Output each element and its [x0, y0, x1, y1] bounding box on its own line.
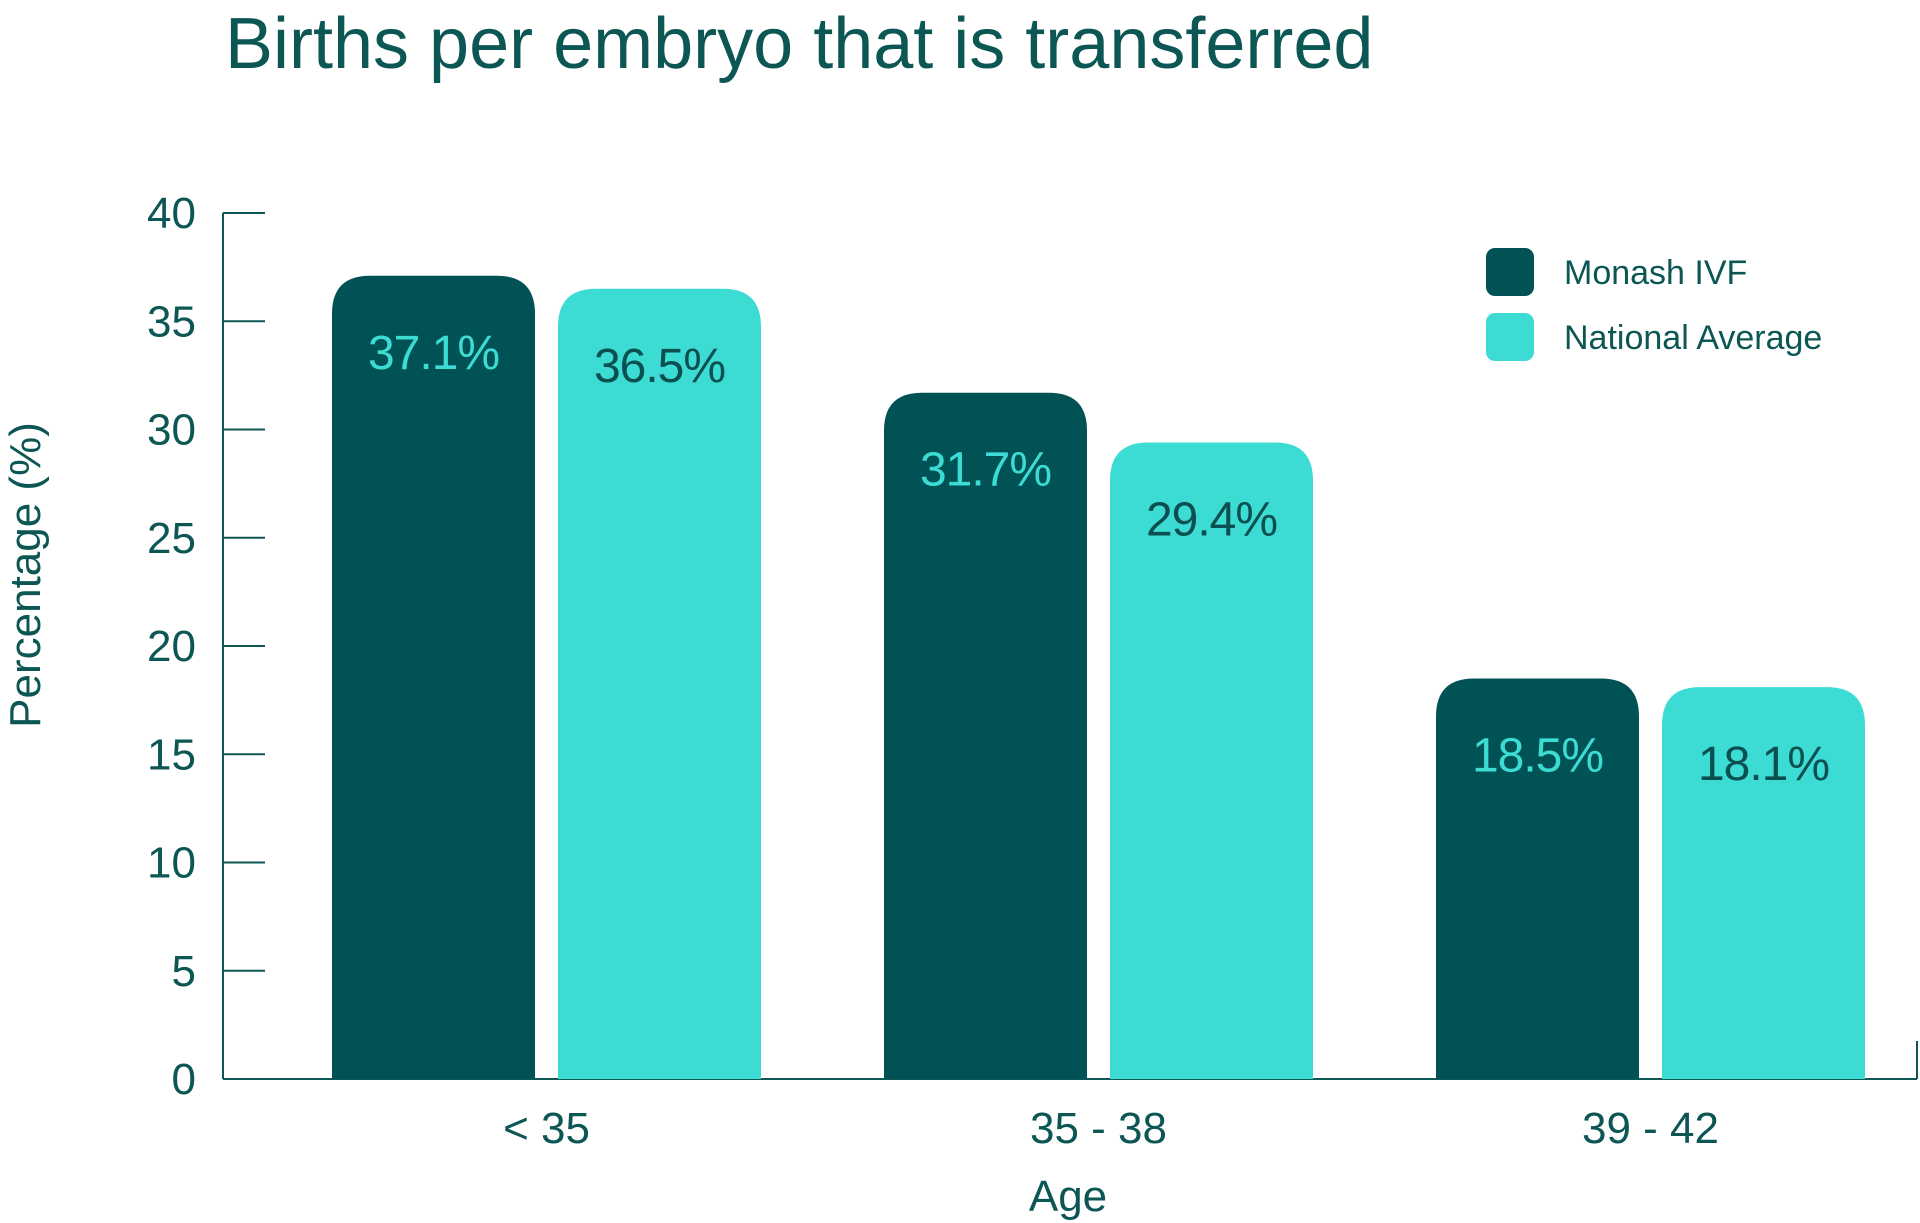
y-tick-label: 25: [147, 514, 196, 563]
legend-label: Monash IVF: [1564, 254, 1747, 292]
y-tick-label: 40: [147, 189, 196, 238]
y-tick-label: 20: [147, 622, 196, 671]
y-tick-label: 0: [172, 1055, 196, 1104]
bar-national-average: [1662, 687, 1865, 1079]
y-axis: 0 5 10 15 20 25 30 35 40: [147, 189, 265, 1104]
legend-swatch-monash-ivf: [1486, 248, 1534, 296]
x-category-label: 35 - 38: [1030, 1104, 1167, 1153]
bar-value-label: 36.5%: [594, 340, 725, 393]
bar-national-average: [558, 288, 761, 1079]
bar-monash-ivf: [884, 392, 1087, 1079]
value-labels: 37.1% 36.5% 31.7% 29.4% 18.5% 18.1%: [368, 327, 1830, 791]
y-tick-label: 5: [172, 947, 196, 996]
bar-value-label: 18.1%: [1698, 738, 1829, 791]
legend-swatch-national-average: [1486, 313, 1534, 361]
bar-monash-ivf: [332, 275, 535, 1079]
bar-value-label: 18.5%: [1472, 729, 1603, 782]
legend-label: National Average: [1564, 319, 1822, 357]
x-axis-title: Age: [1029, 1172, 1107, 1221]
y-tick-label: 10: [147, 839, 196, 888]
x-category-label: < 35: [503, 1104, 590, 1153]
bar-value-label: 29.4%: [1146, 493, 1277, 546]
bar-value-label: 37.1%: [368, 327, 499, 380]
bar-value-label: 31.7%: [920, 444, 1051, 497]
y-tick-label: 35: [147, 297, 196, 346]
x-category-label: 39 - 42: [1582, 1104, 1719, 1153]
legend: Monash IVF National Average: [1486, 248, 1822, 361]
bar-monash-ivf: [1436, 678, 1639, 1079]
bars: [332, 275, 1865, 1079]
chart-title: Births per embryo that is transferred: [225, 4, 1373, 84]
y-tick-label: 15: [147, 730, 196, 779]
y-tick-label: 30: [147, 406, 196, 455]
bar-national-average: [1110, 442, 1313, 1079]
y-axis-title: Percentage (%): [1, 422, 50, 728]
